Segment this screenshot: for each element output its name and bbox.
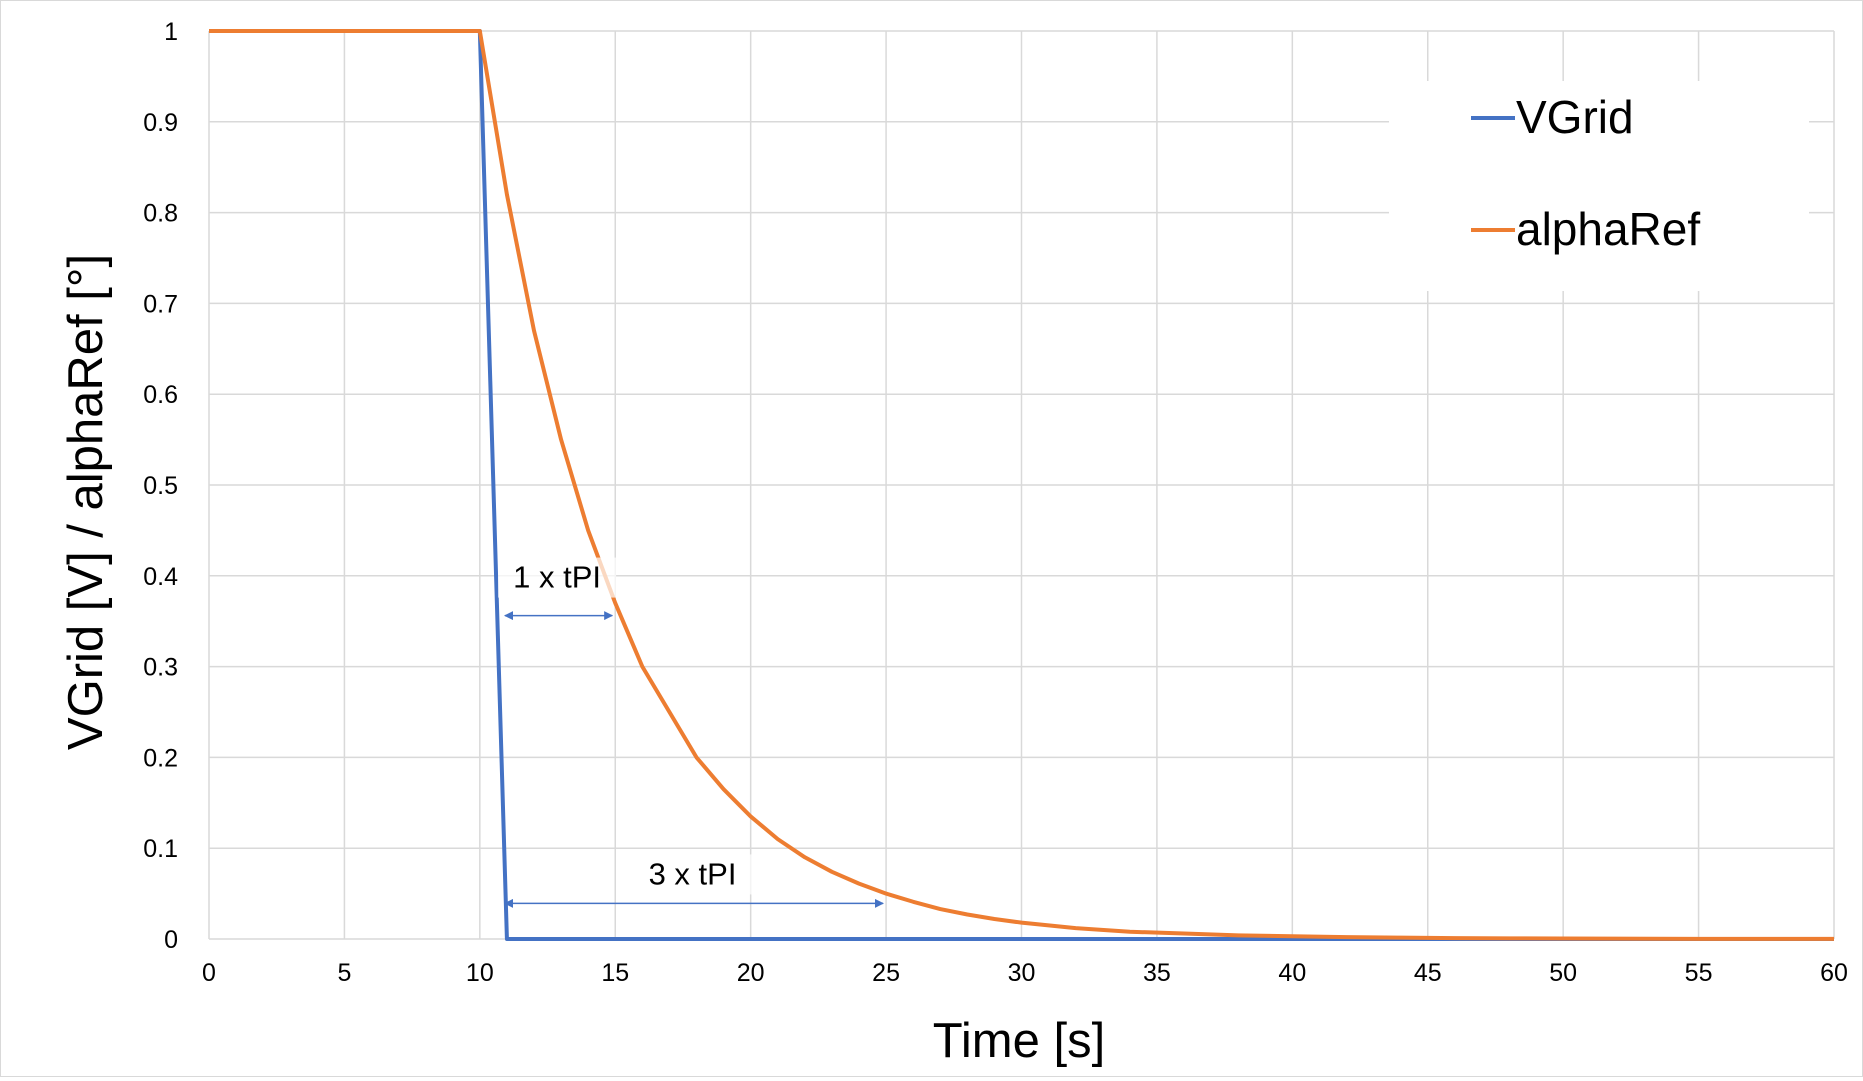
y-axis-tick-labels: 0 0.1 0.2 0.3 0.4 0.5 0.6 0.7 0.8 0.9 1: [143, 18, 178, 954]
x-tick-label: 15: [601, 959, 629, 987]
y-tick-label: 0.9: [143, 109, 178, 137]
y-tick-label: 0.2: [143, 744, 178, 772]
x-tick-label: 10: [466, 959, 494, 987]
x-axis-tick-labels: 0 5 10 15 20 25 30 35 40 45 50 55 60: [202, 959, 1848, 987]
x-tick-label: 0: [202, 959, 216, 987]
legend: VGrid alphaRef: [1389, 81, 1809, 291]
annotation-label: 3 x tPI: [649, 856, 737, 891]
x-tick-label: 45: [1414, 959, 1442, 987]
x-tick-label: 35: [1143, 959, 1171, 987]
annotation-label-bg: [498, 557, 617, 598]
y-tick-label: 0.8: [143, 200, 178, 228]
x-tick-label: 20: [737, 959, 765, 987]
y-tick-label: 0.3: [143, 654, 178, 682]
x-tick-label: 50: [1549, 959, 1577, 987]
x-tick-label: 60: [1820, 959, 1848, 987]
annotations: 1 x tPI 3 x tPI: [498, 557, 884, 908]
x-tick-label: 30: [1008, 959, 1036, 987]
y-tick-label: 0.4: [143, 563, 178, 591]
y-tick-label: 0.6: [143, 381, 178, 409]
x-tick-label: 5: [337, 959, 351, 987]
annotation-label-bg: [633, 854, 752, 895]
y-tick-label: 0.5: [143, 472, 178, 500]
y-tick-label: 0.1: [143, 835, 178, 863]
x-axis-title: Time [s]: [933, 1014, 1105, 1068]
y-tick-label: 0.7: [143, 290, 178, 318]
legend-background: [1389, 81, 1809, 291]
annotation-label: 1 x tPI: [513, 560, 601, 595]
legend-label: alphaRef: [1516, 203, 1700, 255]
y-tick-label: 0: [164, 926, 178, 954]
y-tick-label: 1: [164, 18, 178, 46]
x-tick-label: 25: [872, 959, 900, 987]
x-tick-label: 40: [1278, 959, 1306, 987]
legend-label: VGrid: [1516, 91, 1634, 143]
y-axis-title: VGrid [V] / alphaRef [°]: [59, 254, 113, 750]
x-tick-label: 55: [1685, 959, 1713, 987]
